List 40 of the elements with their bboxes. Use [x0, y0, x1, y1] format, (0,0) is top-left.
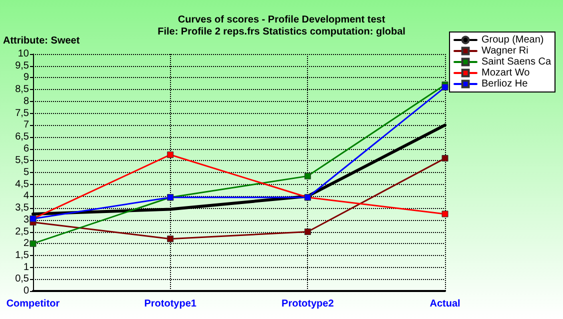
y-tick-label: 8,5	[15, 84, 30, 96]
x-tick-label: Actual	[430, 298, 460, 310]
y-tick-label: 1	[23, 262, 30, 273]
x-tick-label: Competitor	[6, 298, 60, 310]
x-tick-label: Prototype2	[282, 298, 334, 310]
y-tick-label: 6,5	[15, 131, 30, 142]
point	[442, 210, 448, 218]
point	[442, 155, 448, 162]
y-axis-title: Attribute: Sweet	[3, 36, 80, 46]
legend-label: Wagner Ri	[482, 46, 528, 56]
y-tick-label: 4,5	[15, 178, 30, 190]
legend-label: Berlioz He	[482, 78, 528, 90]
chart-subtitle: File: Profile 2 reps.frs Statistics computation: global	[158, 26, 406, 38]
legend-label: Mozart Wo	[482, 68, 530, 78]
y-tick-label: 2,5	[15, 226, 30, 238]
legend-label: Group (Mean)	[482, 34, 544, 46]
y-tick-label: 3	[23, 214, 30, 226]
y-tick-label: 9,5	[15, 60, 30, 72]
y-tick-label: 1,5	[15, 250, 30, 261]
y-tick-label: 5,5	[15, 155, 30, 166]
point	[304, 228, 311, 235]
chart-title: Curves of scores - Profile Development test	[178, 14, 386, 26]
point	[304, 172, 311, 180]
legend-label: Saint Saens Ca	[482, 56, 552, 68]
point	[167, 151, 174, 158]
y-tick-label: 2	[23, 238, 30, 250]
y-tick-label: 7,5	[15, 108, 30, 119]
y-tick-label: 9	[23, 72, 30, 84]
y-tick-label: 6	[23, 143, 30, 154]
y-tick-label: 8	[23, 96, 30, 107]
x-tick-label: Prototype1	[144, 298, 197, 310]
y-tick-label: 5	[23, 167, 30, 178]
y-tick-label: 3,5	[15, 202, 30, 214]
point	[167, 236, 174, 242]
y-tick-label: 0,5	[15, 274, 30, 285]
y-tick-label: 4	[23, 190, 30, 202]
y-tick-label: 7	[23, 120, 30, 131]
point	[30, 240, 36, 247]
y-tick-label: 10	[18, 48, 30, 60]
y-tick-label: 0	[23, 286, 30, 296]
